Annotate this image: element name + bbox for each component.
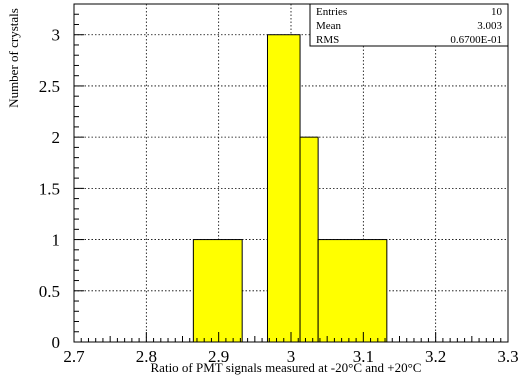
stats-value: 0.6700E-01 [450,34,502,46]
x-tick-label: 3.2 [425,347,446,366]
stats-label: Mean [316,20,342,32]
y-tick-label: 0 [52,333,61,352]
stats-label: RMS [316,34,339,46]
x-tick-labels: 2.7 2.8 2.9 3 3.1 3.2 3.3 [63,347,518,366]
histogram-bar [266,34,301,343]
x-tick-label: 3.3 [497,347,518,366]
x-tick-label: 3 [287,347,296,366]
x-tick-label: 2.9 [208,347,229,366]
stats-label: Entries [316,6,347,18]
y-tick-label: 1.5 [39,179,60,198]
y-tick-label: 2.5 [39,77,60,96]
x-axis-label: Ratio of PMT signals measured at -20°C a… [151,360,422,375]
x-tick-label: 2.8 [136,347,157,366]
y-tick-label: 0.5 [39,282,60,301]
y-tick-label: 2 [52,128,61,147]
stats-box-frame [309,3,509,47]
x-tick-label: 2.7 [63,347,85,366]
y-tick-label: 3 [52,26,61,45]
histogram-bar [317,239,388,343]
stats-value: 3.003 [477,20,502,32]
histogram-bar [299,136,319,343]
histogram-bars [192,34,388,343]
stats-value: 10 [491,6,503,18]
y-axis-label: Number of crystals [6,8,21,108]
stats-box: Entries 10 Mean 3.003 RMS 0.6700E-01 [309,3,509,47]
axis-ticks [73,3,509,343]
y-tick-labels: 0 0.5 1 1.5 2 2.5 3 [39,26,60,352]
histogram-bar [192,239,243,343]
y-tick-label: 1 [52,231,61,250]
x-tick-label: 3.1 [353,347,374,366]
